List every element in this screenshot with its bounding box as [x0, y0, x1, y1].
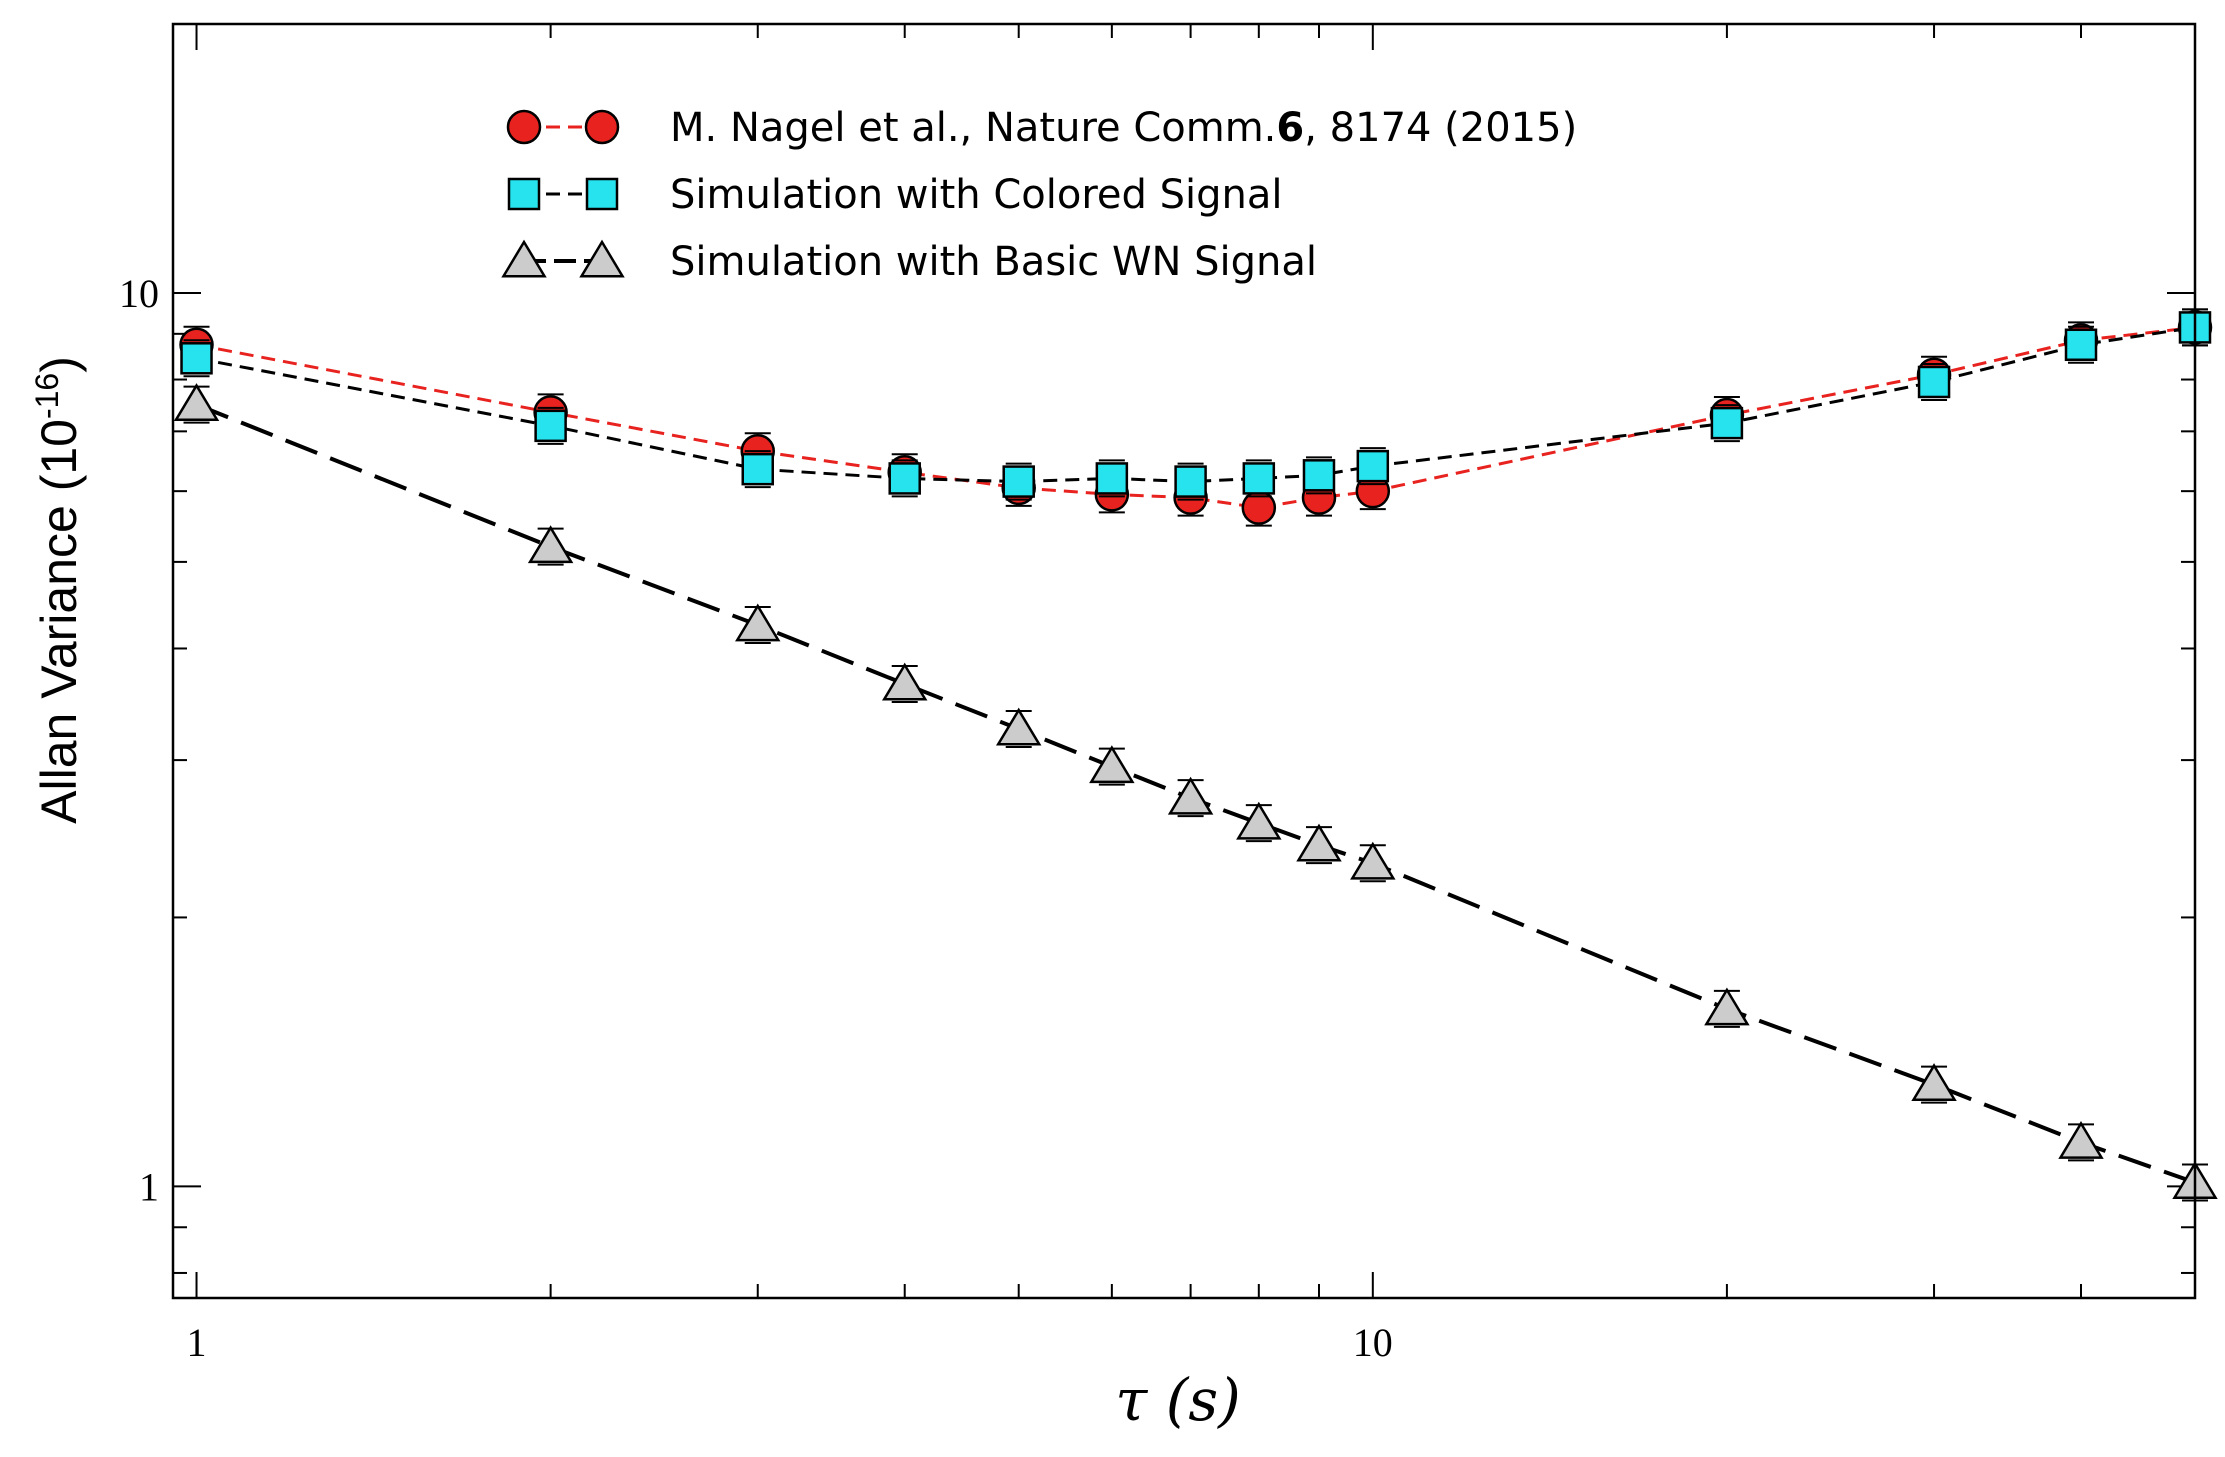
- tick-labels: 1 10 1 10: [119, 271, 1393, 1365]
- square-marker: [741, 452, 775, 486]
- data-point-square: [1242, 462, 1276, 495]
- data-point-triangle: [1236, 801, 1282, 840]
- square-marker: [1095, 462, 1129, 495]
- data-point-triangle: [735, 603, 781, 642]
- data-point-square: [1710, 406, 1744, 440]
- legend-marker-triangle: [579, 239, 625, 278]
- y-tick-label: 1: [139, 1164, 159, 1209]
- triangle-marker: [735, 603, 781, 642]
- legend-label: Simulation with Colored Signal: [670, 172, 1283, 218]
- triangle-marker: [501, 239, 547, 278]
- square-marker: [1356, 449, 1390, 483]
- square-marker: [507, 177, 541, 211]
- data-point-square: [1095, 462, 1129, 495]
- error-bar: [1098, 459, 1125, 498]
- square-marker: [1302, 459, 1336, 492]
- legend-label: Simulation with Basic WN Signal: [670, 239, 1317, 285]
- data-point-square: [2064, 328, 2098, 362]
- error-bar: [2068, 325, 2095, 364]
- x-axis-label: τ (s): [1115, 1366, 1241, 1434]
- circle-marker: [506, 109, 542, 145]
- legend-marker-circle: [506, 109, 542, 145]
- triangle-marker: [1350, 841, 1396, 880]
- data-point-triangle: [881, 662, 928, 701]
- square-marker: [180, 342, 213, 375]
- error-bar: [183, 339, 210, 378]
- data-point-square: [1302, 459, 1336, 492]
- legend-label: M. Nagel et al., Nature Comm.6, 8174 (20…: [670, 105, 1577, 151]
- square-marker: [2064, 328, 2098, 362]
- legend-marker-circle: [584, 109, 620, 145]
- series-line-square: [196, 325, 2196, 484]
- data-point-square: [1002, 465, 1035, 498]
- triangle-marker: [2058, 1120, 2104, 1159]
- x-tick-label: 10: [1353, 1320, 1393, 1365]
- triangle-marker: [1236, 801, 1282, 840]
- legend-marker-square: [585, 177, 619, 211]
- data-point-triangle: [1089, 745, 1135, 784]
- triangle-marker: [1089, 745, 1135, 784]
- legend-marker-square: [507, 177, 541, 211]
- data-point-square: [1917, 365, 1951, 399]
- square-marker: [1242, 462, 1276, 495]
- plot-frame: [171, 22, 2197, 1300]
- data-point-square: [741, 452, 775, 486]
- data-point-square: [1174, 465, 1207, 498]
- square-marker: [1710, 406, 1744, 440]
- triangle-marker: [579, 239, 625, 278]
- series-lines: [195, 325, 2196, 1185]
- axis-ticks: [173, 23, 2196, 1298]
- triangle-marker: [995, 707, 1042, 746]
- triangle-marker: [1296, 823, 1342, 862]
- error-bar: [1305, 456, 1332, 495]
- triangle-marker: [173, 383, 220, 422]
- error-bar: [1245, 459, 1272, 498]
- data-point-triangle: [995, 707, 1042, 746]
- triangle-marker: [527, 525, 574, 564]
- series-line-triangle: [195, 402, 2196, 1185]
- data-point-triangle: [1296, 823, 1342, 862]
- data-point-square: [534, 409, 567, 443]
- legend-marker-triangle: [501, 239, 547, 278]
- square-marker: [534, 409, 567, 443]
- error-bar: [1005, 462, 1032, 501]
- series-markers: [173, 308, 2218, 1202]
- data-point-triangle: [1704, 987, 1750, 1026]
- data-point-triangle: [1911, 1063, 1957, 1102]
- data-point-square: [180, 342, 213, 375]
- data-point-triangle: [1350, 841, 1396, 880]
- triangle-marker: [1167, 776, 1214, 815]
- circle-marker: [584, 109, 620, 145]
- error-bar: [1359, 447, 1386, 486]
- error-bar: [1921, 362, 1948, 401]
- data-point-triangle: [173, 383, 220, 422]
- error-bar: [744, 450, 771, 489]
- triangle-marker: [881, 662, 928, 701]
- y-tick-label: 10: [119, 271, 159, 316]
- square-marker: [1917, 365, 1951, 399]
- square-marker: [1174, 465, 1207, 498]
- data-point-triangle: [527, 525, 574, 564]
- error-bar: [1713, 404, 1740, 443]
- legend: M. Nagel et al., Nature Comm.6, 8174 (20…: [501, 105, 1577, 285]
- square-marker: [1002, 465, 1035, 498]
- data-point-triangle: [2058, 1120, 2104, 1159]
- square-marker: [888, 462, 921, 495]
- error-bar: [891, 459, 918, 498]
- data-point-square: [888, 462, 921, 495]
- triangle-marker: [1704, 987, 1750, 1026]
- series-line-circle: [196, 325, 2196, 510]
- x-tick-label: 1: [187, 1320, 207, 1365]
- triangle-marker: [1911, 1063, 1957, 1102]
- y-axis-label: Allan Variance (10-16): [29, 356, 87, 824]
- error-bar: [537, 406, 564, 445]
- square-marker: [585, 177, 619, 211]
- data-point-triangle: [1167, 776, 1214, 815]
- data-point-square: [1356, 449, 1390, 483]
- error-bar: [1177, 462, 1204, 501]
